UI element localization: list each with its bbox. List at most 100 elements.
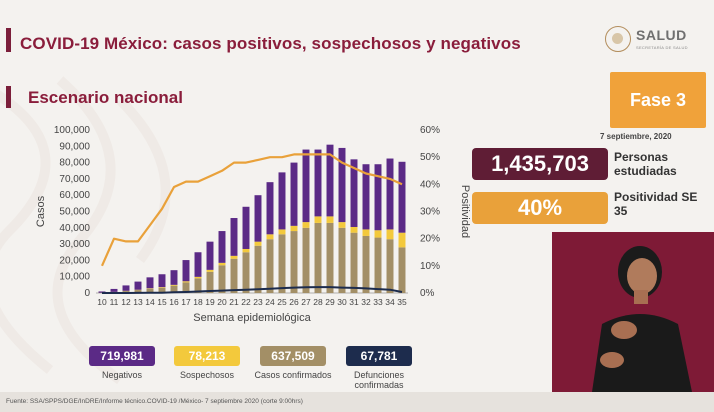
bar-negativos [326,144,334,217]
bar-casos-confirmados [386,239,394,293]
source-footer: Fuente: SSA/SPPS/DGE/InDRE/Informe técni… [0,392,714,412]
bar-sospechosos [302,222,310,228]
y-tick-label: 20,000 [59,255,90,266]
bar-negativos [134,281,142,290]
bar-sospechosos [374,230,382,238]
bar-sospechosos [290,225,298,232]
bar-sospechosos [158,287,166,288]
y2-tick-label: 60% [420,125,440,136]
bar-casos-confirmados [266,239,274,293]
bar-casos-confirmados [218,265,226,293]
y-tick-label: 80,000 [59,158,90,169]
bar-casos-confirmados [302,227,310,293]
bar-negativos [386,158,394,230]
bar-casos-confirmados [290,231,298,293]
bar-negativos [374,164,382,231]
bar-sospechosos [338,222,346,228]
y2-tick-label: 30% [420,207,440,218]
bar-casos-confirmados [170,285,178,293]
bar-negativos [230,218,238,256]
bar-casos-confirmados [374,237,382,293]
bar-negativos [338,147,346,223]
x-tick-label: 24 [265,297,275,307]
y2-tick-label: 40% [420,179,440,190]
cases-chart: 0 10,000 20,000 30,000 40,000 50,000 60,000 70,… [35,125,471,324]
bar-casos-confirmados [134,290,142,293]
bar-negativos [314,149,322,217]
x-tick-label: 26 [289,297,299,307]
kpi-persons-label: Personas estudiadas [614,150,677,178]
stat-defunciones-value: 67,781 [346,346,412,366]
sign-language-interpreter [552,232,714,392]
bar-negativos [266,182,274,235]
bar-sospechosos [326,216,334,223]
x-axis-label: Semana epidemiológica [193,312,311,324]
bar-negativos [254,195,262,242]
y-tick-label: 10,000 [59,272,90,283]
bar-negativos [158,274,166,288]
bar-negativos [302,149,310,223]
bar-negativos [206,241,214,270]
x-tick-label: 27 [301,297,311,307]
bar-negativos [278,172,286,230]
page-subtitle: Escenario nacional [28,88,183,107]
y2-tick-label: 10% [420,261,440,272]
bar-casos-confirmados [194,278,202,293]
salud-logo: SALUD SECRETARÍA DE SALUD [605,24,705,58]
kpi-positivity-value: 40% [472,192,608,224]
bar-negativos [290,162,298,226]
x-tick-label: 12 [121,297,131,307]
stat-negativos-label: Negativos [101,370,143,380]
x-tick-label: 25 [277,297,287,307]
x-tick-label: 14 [145,297,155,307]
y-tick-label: 60,000 [59,190,90,201]
bar-casos-confirmados [338,227,346,293]
bar-sospechosos [386,229,394,240]
bar-sospechosos [206,269,214,272]
bar-casos-confirmados [350,232,358,293]
bar-negativos [242,206,250,249]
bar-casos-confirmados [242,252,250,293]
logo-subtext: SECRETARÍA DE SALUD [636,45,688,50]
bar-casos-confirmados [314,222,322,293]
bar-sospechosos [314,216,322,223]
bar-sospechosos [182,281,190,283]
y2-tick-label: 0% [420,288,435,299]
bar-sospechosos [230,255,238,259]
x-tick-label: 22 [241,297,251,307]
y-tick-label: 90,000 [59,141,90,152]
line-positividad [100,153,403,267]
bar-negativos [122,285,130,291]
bar-negativos [218,231,226,263]
bar-sospechosos [254,241,262,246]
bar-casos-confirmados [326,222,334,293]
x-tick-label: 17 [181,297,191,307]
y2-axis-label: Positividad [459,185,471,238]
y-axis-label: Casos [35,195,47,227]
x-tick-label: 18 [193,297,203,307]
bar-negativos [170,270,178,285]
page-title: COVID-19 México: casos positivos, sospec… [20,34,521,53]
stat-sospechosos-label: Sospechosos [179,370,235,380]
bar-casos-confirmados [254,245,262,293]
bar-negativos [398,161,406,233]
bar-negativos [110,288,118,292]
bar-casos-confirmados [278,234,286,293]
bar-negativos [362,164,370,230]
x-tick-label: 21 [229,297,239,307]
bar-sospechosos [278,229,286,235]
bar-negativos [350,159,358,227]
bar-sospechosos [398,232,406,248]
x-tick-label: 19 [205,297,215,307]
x-tick-label: 31 [349,297,359,307]
x-tick-label: 10 [97,297,107,307]
x-tick-label: 16 [169,297,179,307]
x-tick-label: 30 [337,297,347,307]
x-tick-label: 13 [133,297,143,307]
y-tick-label: 30,000 [59,239,90,250]
bar-casos-confirmados [230,258,238,293]
y-tick-label: 40,000 [59,223,90,234]
bar-negativos [194,252,202,277]
stat-confirmados-value: 637,509 [260,346,326,366]
